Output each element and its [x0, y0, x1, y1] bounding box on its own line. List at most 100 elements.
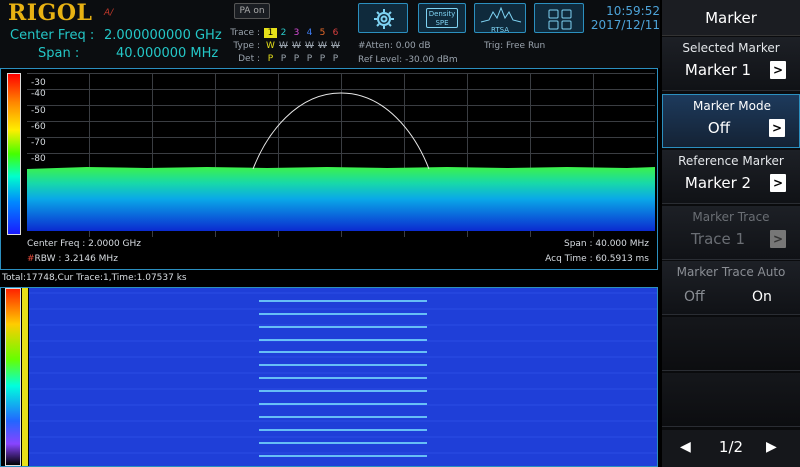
trace-5[interactable]: 5: [319, 27, 326, 38]
selected-marker-title: Selected Marker: [682, 41, 780, 55]
marker-mode-value: Off: [707, 119, 731, 137]
type-1: W: [266, 40, 275, 51]
det-2: P: [280, 53, 287, 64]
center-freq-value[interactable]: 2.000000000 GHz: [104, 28, 222, 43]
marker-trace-title: Marker Trace: [692, 210, 770, 224]
y-tick: -30: [31, 78, 46, 88]
trace-3[interactable]: 3: [293, 27, 300, 38]
spectrum-center-freq: Center Freq : 2.0000 GHz: [27, 239, 141, 249]
spectrum-span: Span : 40.000 MHz: [563, 239, 649, 249]
rigol-logo: RIGOL: [8, 0, 93, 26]
marker-menu: Marker Selected Marker Marker 1 > Marker…: [662, 0, 800, 467]
det-5: P: [319, 53, 326, 64]
trace-6[interactable]: 6: [332, 27, 339, 38]
span-value[interactable]: 40.000000 MHz: [116, 46, 219, 61]
clock: 10:59:52 2017/12/11: [590, 4, 660, 32]
rbw-value: RBW : 3.2146 MHz: [34, 254, 118, 264]
trace-label: Trace :: [230, 27, 260, 38]
auto-off-option[interactable]: Off: [684, 289, 705, 305]
spectrum-panel[interactable]: -30 -40 -50 -60 -70 -80 Center Freq : 2.…: [0, 68, 658, 270]
ref-level: Ref Level: -30.00 dBm: [358, 55, 458, 65]
next-page-icon[interactable]: ▶: [766, 439, 777, 455]
det-row: Det : P P P P P P: [228, 52, 342, 65]
y-tick: -60: [31, 122, 46, 132]
y-axis-labels: -30 -40 -50 -60 -70 -80: [31, 78, 46, 164]
trace-2[interactable]: 2: [280, 27, 287, 38]
waterfall-trace-marker[interactable]: [22, 288, 28, 466]
acq-time: Acq Time : 60.5913 ms: [545, 254, 649, 264]
grid-layout-icon: [548, 9, 572, 30]
trigger-status: Trig: Free Run: [484, 41, 546, 51]
trace-4[interactable]: 4: [306, 27, 313, 38]
gear-icon: [374, 9, 394, 29]
selected-marker-key[interactable]: Selected Marker Marker 1 >: [662, 37, 800, 91]
signal-trace: [252, 92, 430, 170]
rtsa-spectrum-icon: [480, 6, 522, 23]
det-3: P: [293, 53, 300, 64]
selected-marker-value: Marker 1: [684, 61, 752, 79]
type-label: Type :: [233, 40, 260, 51]
layout-button[interactable]: [534, 3, 584, 33]
chevron-right-icon: >: [770, 230, 786, 248]
type-2: W: [279, 40, 288, 51]
chevron-right-icon: >: [770, 61, 786, 79]
chevron-right-icon: >: [769, 119, 785, 137]
type-3: W: [292, 40, 301, 51]
reference-marker-title: Reference Marker: [678, 154, 784, 168]
marker-mode-key[interactable]: Marker Mode Off >: [662, 94, 800, 148]
rtsa-button[interactable]: RTSA: [474, 3, 526, 34]
type-4: W: [305, 40, 314, 51]
spectrum-plot[interactable]: -30 -40 -50 -60 -70 -80: [27, 73, 655, 237]
rtsa-label: RTSA: [491, 26, 509, 34]
y-tick: -80: [31, 154, 46, 164]
marker-mode-title: Marker Mode: [693, 99, 771, 113]
trace-1[interactable]: 1: [264, 27, 277, 38]
empty-softkey[interactable]: [662, 373, 800, 427]
marker-trace-value: Trace 1: [690, 230, 746, 248]
det-label: Det :: [238, 53, 260, 64]
density-spe-button[interactable]: Density SPE: [418, 3, 466, 33]
trace-row: Trace : 1 2 3 4 5 6: [228, 26, 342, 39]
status-header: RIGOL A/ Center Freq : 2.000000000 GHz S…: [0, 0, 660, 68]
reference-marker-value: Marker 2: [684, 174, 752, 192]
rbw-coupled-marker: #: [27, 254, 35, 264]
type-6: W: [331, 40, 340, 51]
noise-floor-density: [27, 167, 655, 231]
type-row: Type : W W W W W W: [228, 39, 342, 52]
y-tick: -40: [31, 89, 46, 99]
waterfall-signal-lines: [259, 300, 427, 457]
settings-button[interactable]: [358, 3, 408, 33]
span-label: Span :: [38, 46, 80, 61]
waterfall-panel[interactable]: [0, 287, 658, 467]
attenuation: #Atten: 0.00 dB: [358, 41, 431, 51]
y-tick: -70: [31, 138, 46, 148]
clock-time: 10:59:52: [606, 4, 660, 18]
prev-page-icon[interactable]: ◀: [680, 439, 691, 455]
density-color-scale: [7, 73, 21, 235]
waterfall-plot[interactable]: [29, 288, 657, 466]
type-5: W: [318, 40, 327, 51]
logo-suffix: A/: [104, 8, 114, 18]
det-1: P: [267, 53, 274, 64]
marker-trace-auto-title: Marker Trace Auto: [676, 265, 786, 279]
density-label: Density SPE: [428, 10, 456, 27]
menu-pager: ◀ 1/2 ▶: [662, 430, 800, 467]
waterfall-background: [29, 288, 657, 466]
page-indicator: 1/2: [718, 438, 744, 456]
waterfall-noise: [29, 292, 657, 454]
y-tick: -50: [31, 106, 46, 116]
menu-title: Marker: [662, 0, 800, 36]
auto-on-option[interactable]: On: [752, 289, 772, 305]
marker-trace-auto-key[interactable]: Marker Trace Auto Off On: [662, 261, 800, 315]
waterfall-color-scale: [5, 288, 21, 466]
clock-date: 2017/12/11: [590, 18, 660, 32]
reference-marker-key[interactable]: Reference Marker Marker 2 >: [662, 150, 800, 204]
pa-button[interactable]: PA on: [234, 3, 270, 19]
chevron-right-icon: >: [770, 174, 786, 192]
rbw-readout: #RBW : 3.2146 MHz: [27, 254, 118, 264]
det-4: P: [306, 53, 313, 64]
det-6: P: [332, 53, 339, 64]
marker-trace-key[interactable]: Marker Trace Trace 1 >: [662, 206, 800, 260]
empty-softkey[interactable]: [662, 317, 800, 371]
trace-table: Trace : 1 2 3 4 5 6 Type : W W W W W W D…: [228, 26, 342, 65]
